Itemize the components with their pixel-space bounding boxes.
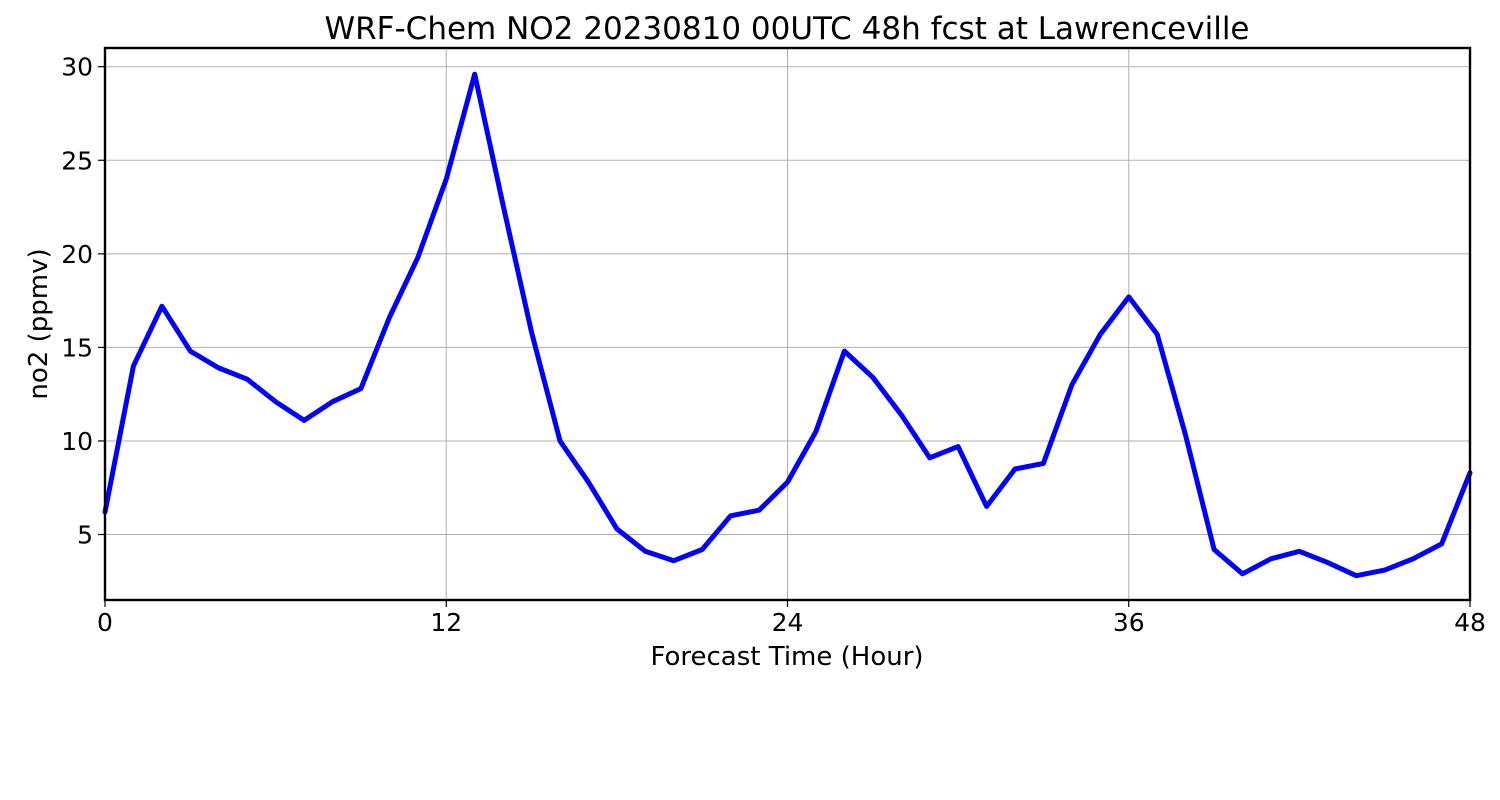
- chart-title: WRF-Chem NO2 20230810 00UTC 48h fcst at …: [324, 11, 1249, 47]
- y-axis-label: no2 (ppmv): [24, 248, 54, 399]
- y-tick-label: 15: [61, 333, 93, 362]
- x-tick-label: 48: [1454, 608, 1486, 637]
- x-tick-label: 0: [97, 608, 113, 637]
- y-tick-label: 30: [61, 53, 93, 82]
- x-axis: 0 12 24 36 48: [97, 600, 1486, 637]
- grid: [104, 48, 1471, 600]
- y-tick-label: 5: [77, 521, 93, 550]
- no2-series-line: [102, 71, 1473, 579]
- y-tick-label: 20: [61, 240, 93, 269]
- x-tick-label: 24: [772, 608, 804, 637]
- series-layer: [102, 71, 1473, 579]
- y-axis: 5 10 15 20 25 30: [61, 53, 105, 550]
- y-tick-label: 25: [61, 146, 93, 175]
- x-tick-label: 12: [430, 608, 462, 637]
- x-tick-label: 36: [1113, 608, 1145, 637]
- x-axis-label: Forecast Time (Hour): [650, 642, 923, 672]
- y-tick-label: 10: [61, 427, 93, 456]
